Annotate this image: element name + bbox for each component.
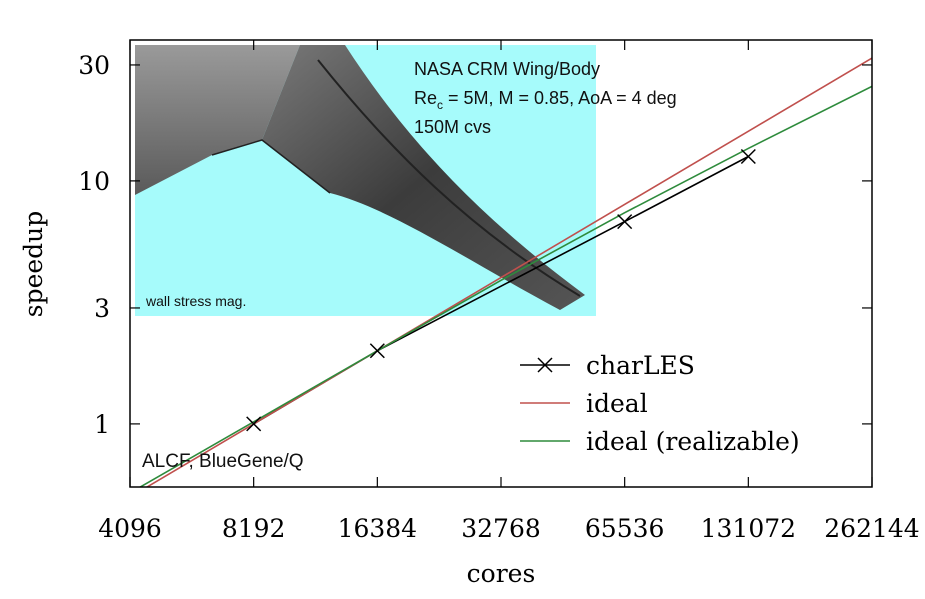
data-point-marker-2 xyxy=(617,214,633,230)
series-line-2 xyxy=(138,85,872,487)
y-tick-label: 3 xyxy=(94,294,110,323)
legend-label-2: ideal (realizable) xyxy=(586,427,800,456)
inset-re: Re xyxy=(414,88,437,108)
x-tick-label: 16384 xyxy=(338,514,418,543)
x-tick-label: 32768 xyxy=(461,514,541,543)
legend-label-0: charLES xyxy=(586,351,695,380)
x-tick-label: 131072 xyxy=(701,514,796,543)
inset-re-sub: c xyxy=(437,98,443,112)
x-tick-label: 262144 xyxy=(824,514,919,543)
annotation-text: ALCF, BlueGene/Q xyxy=(142,451,304,472)
x-axis-label: cores xyxy=(467,559,536,588)
inset-cells: 150M cvs xyxy=(414,117,491,137)
series-markers xyxy=(246,148,756,432)
x-axis: 4096 8192 16384 32768 65536 131072 262144 xyxy=(98,40,920,543)
inset-conditions-rest: = 5M, M = 0.85, AoA = 4 deg xyxy=(443,88,677,108)
x-tick-label: 65536 xyxy=(585,514,665,543)
legend: charLES ideal ideal (realizable) xyxy=(520,351,800,456)
inset-image xyxy=(135,45,596,316)
y-tick-label: 30 xyxy=(78,51,110,80)
legend-label-1: ideal xyxy=(586,389,648,418)
y-axis-label: speedup xyxy=(19,211,48,318)
y-axis: 1 3 10 30 xyxy=(78,51,872,439)
inset-caption: wall stress mag. xyxy=(145,293,246,309)
wing-leading-edge xyxy=(317,59,581,297)
data-point-marker-0 xyxy=(246,416,262,432)
y-tick-label: 10 xyxy=(78,167,110,196)
data-point-marker-3 xyxy=(740,148,756,165)
x-tick-label: 4096 xyxy=(98,514,162,543)
legend-marker xyxy=(537,357,553,373)
fuselage-shape xyxy=(135,45,300,195)
x-tick-label: 8192 xyxy=(222,514,286,543)
wing-root-line xyxy=(211,139,331,194)
inset-conditions: Rec = 5M, M = 0.85, AoA = 4 deg xyxy=(414,88,677,112)
inset-title: NASA CRM Wing/Body xyxy=(414,59,600,79)
y-tick-label: 1 xyxy=(94,410,110,439)
data-point-marker-1 xyxy=(369,343,385,359)
